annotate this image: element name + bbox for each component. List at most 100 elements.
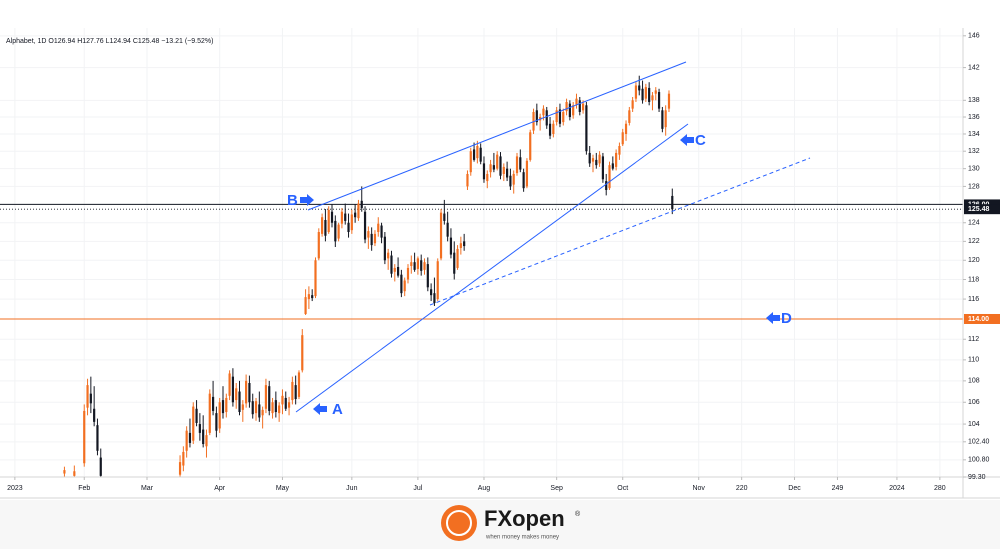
candle-body xyxy=(575,98,578,105)
candle-body xyxy=(433,293,436,304)
candles xyxy=(63,75,674,477)
candle-body xyxy=(469,151,472,173)
candle-body xyxy=(324,219,327,236)
candle-body xyxy=(311,295,314,299)
candle-body xyxy=(96,425,99,451)
candle-body xyxy=(86,385,89,408)
candle-body xyxy=(73,471,76,476)
candle-body xyxy=(202,429,205,445)
candle-body xyxy=(235,388,238,401)
candle-body xyxy=(489,164,492,173)
candle-body xyxy=(439,212,443,259)
candle-body xyxy=(185,430,188,451)
candle-body xyxy=(93,408,96,422)
candle-body xyxy=(281,395,284,405)
candle-body xyxy=(624,123,628,134)
y-tick-label: 110 xyxy=(968,357,979,364)
candle-body xyxy=(367,231,370,238)
candle-body xyxy=(198,424,201,433)
x-tick-label: 2023 xyxy=(7,485,23,492)
candle-body xyxy=(641,88,644,101)
candle-body xyxy=(657,92,661,109)
candle-body xyxy=(208,393,211,433)
candle-body xyxy=(631,100,634,109)
y-tick-label: 122 xyxy=(968,238,980,245)
x-tick-label: Feb xyxy=(78,485,90,492)
x-tick-label: May xyxy=(276,485,290,492)
candle-body xyxy=(370,233,373,246)
x-tick-label: 2024 xyxy=(889,485,905,492)
candle-body xyxy=(284,397,287,409)
candle-body xyxy=(406,267,410,280)
x-tick-label: 249 xyxy=(832,485,844,492)
candle-body xyxy=(83,410,86,464)
dashed-trend xyxy=(429,157,811,306)
candle-body xyxy=(555,110,558,123)
y-tick-label: 118 xyxy=(968,276,979,283)
x-tick-label: Sep xyxy=(550,485,563,492)
y-tick-label: 116 xyxy=(968,296,979,303)
candle-body xyxy=(453,252,456,274)
candle-body xyxy=(192,406,195,441)
y-axis: 146 142 138 136 134 132 130 128 124 122 120 118 116 1… xyxy=(963,33,1000,481)
candle-body xyxy=(509,175,512,187)
candle-body xyxy=(380,225,383,238)
y-tick-label: 120 xyxy=(968,257,980,264)
candle-body xyxy=(327,209,330,233)
candle-body xyxy=(558,109,562,124)
candle-body xyxy=(63,470,66,474)
annotation: C xyxy=(695,132,706,149)
candle-body xyxy=(304,297,307,314)
candle-body xyxy=(664,110,667,128)
candle-body xyxy=(581,103,585,111)
candle-body xyxy=(410,262,413,267)
x-axis: 2023 Feb Mar Apr May Jun Jul Aug Sep Oct Nov 220 Dec… xyxy=(7,477,946,492)
candle-body xyxy=(529,132,532,160)
candle-body xyxy=(205,435,208,447)
candle-body xyxy=(301,335,304,371)
y-tick-label: 112 xyxy=(968,336,979,343)
x-tick-label: Nov xyxy=(692,485,705,492)
candle-body xyxy=(218,402,221,429)
candle-body xyxy=(314,260,317,297)
candle-body xyxy=(562,111,565,123)
annotation: B xyxy=(287,192,298,209)
y-tick-label: 99.30 xyxy=(968,474,986,481)
candle-body xyxy=(390,255,393,274)
x-tick-label: Apr xyxy=(214,485,226,492)
tagline: when money makes money xyxy=(485,535,559,541)
candle-body xyxy=(648,87,651,102)
x-tick-label: 220 xyxy=(736,485,748,492)
candle-body xyxy=(585,105,588,152)
candle-body xyxy=(268,386,271,411)
candle-body xyxy=(291,381,294,401)
y-tick-label: 128 xyxy=(968,183,980,190)
candle-body xyxy=(357,203,360,219)
candle-body xyxy=(459,243,462,248)
candle-body xyxy=(373,233,377,244)
candle-body xyxy=(377,223,380,233)
candle-body xyxy=(387,252,390,259)
candle-body xyxy=(225,397,228,413)
candle-body xyxy=(476,146,479,159)
levels xyxy=(0,203,963,320)
arrow-b xyxy=(300,194,314,206)
candle-body xyxy=(241,404,244,410)
candle-body xyxy=(354,212,357,218)
chart-title: Alphabet, 1D O126.94 H127.76 L124.94 C12… xyxy=(6,38,213,45)
candle-body xyxy=(588,152,591,164)
candle-body xyxy=(449,237,453,255)
arrow-a xyxy=(313,403,327,415)
candle-body xyxy=(321,217,324,234)
candle-body xyxy=(248,382,251,403)
arrow-c xyxy=(680,134,694,146)
x-tick-label: 280 xyxy=(934,485,946,492)
x-tick-label: Mar xyxy=(141,485,154,492)
level-label-bg xyxy=(964,204,1000,215)
candle-body xyxy=(261,409,264,416)
candle-body xyxy=(99,457,102,476)
lower-trend xyxy=(295,123,689,413)
candle-body xyxy=(568,103,571,118)
